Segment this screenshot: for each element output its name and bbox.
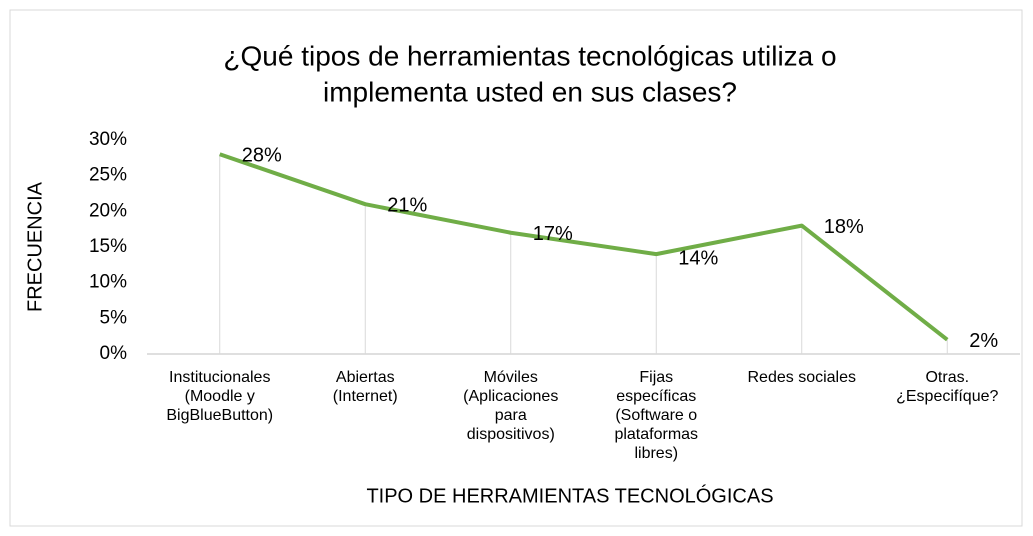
chart-title: implementa usted en sus clases? — [323, 76, 737, 107]
x-tick-label: Otras. — [925, 369, 969, 386]
data-label: 2% — [969, 330, 998, 352]
x-tick-label: (Software o — [615, 407, 697, 424]
x-axis-title: TIPO DE HERRAMIENTAS TECNOLÓGICAS — [366, 484, 773, 507]
x-tick-label: Redes sociales — [748, 369, 857, 386]
x-tick-label: dispositivos) — [467, 426, 555, 443]
x-tick-label: ¿Especifíque? — [896, 388, 998, 405]
x-tick-label: plataformas — [614, 426, 698, 443]
x-tick-label: Fijas — [639, 369, 673, 386]
y-tick-label: 0% — [100, 343, 128, 364]
x-tick-label: Móviles — [484, 369, 538, 386]
x-tick-label: (Aplicaciones — [463, 388, 558, 405]
x-tick-label: libres) — [634, 445, 678, 462]
y-tick-label: 10% — [89, 272, 127, 293]
y-axis-title: FRECUENCIA — [24, 181, 46, 312]
data-label: 18% — [824, 216, 864, 238]
y-tick-label: 20% — [89, 200, 127, 221]
y-tick-label: 5% — [100, 307, 128, 328]
y-tick-label: 30% — [89, 129, 127, 150]
data-label: 28% — [242, 145, 282, 167]
data-label: 14% — [678, 247, 718, 269]
x-tick-label: (Internet) — [333, 388, 398, 405]
x-tick-label: específicas — [616, 388, 696, 405]
data-label: 17% — [533, 223, 573, 245]
x-tick-label: (Moodle y — [185, 388, 255, 405]
x-tick-label: Abiertas — [336, 369, 395, 386]
data-line — [219, 152, 949, 342]
data-label: 21% — [387, 194, 427, 216]
x-tick-label: BigBlueButton) — [166, 407, 273, 424]
x-tick-label: para — [495, 407, 527, 424]
y-tick-label: 25% — [89, 165, 127, 186]
x-tick-label: Institucionales — [169, 369, 270, 386]
y-tick-label: 15% — [89, 236, 127, 257]
chart-title: ¿Qué tipos de herramientas tecnológicas … — [223, 40, 836, 71]
